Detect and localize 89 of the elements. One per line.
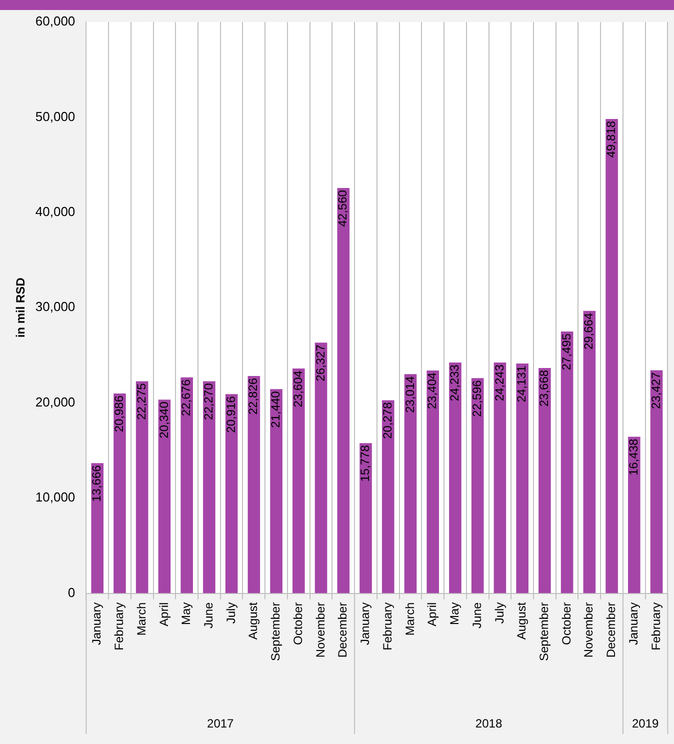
bar: [180, 377, 193, 594]
y-tick-label: 60,000: [35, 14, 76, 29]
y-tick-label: 30,000: [35, 299, 76, 314]
bar: [114, 393, 126, 594]
data-label: 22,826: [246, 378, 260, 415]
bar: [270, 389, 282, 594]
data-label: 29,664: [582, 312, 596, 350]
x-tick-label: February: [380, 602, 394, 650]
data-label: 20,340: [156, 401, 171, 438]
x-tick-label: May: [179, 602, 194, 625]
x-tick-label: April: [425, 602, 440, 626]
x-tick-label: January: [358, 602, 372, 646]
bar: [494, 362, 506, 594]
text: 2018: [475, 716, 502, 730]
bar: [136, 381, 148, 594]
bar: [314, 342, 328, 594]
data-label: 23,014: [402, 376, 417, 413]
data-label: 24,243: [492, 364, 506, 402]
x-tick-label: August: [246, 602, 260, 640]
bar: [426, 370, 440, 594]
bar: [471, 378, 484, 594]
bar: [404, 374, 417, 594]
data-label: 23,404: [425, 372, 440, 410]
x-tick-label: October: [559, 602, 574, 645]
data-label: 20,986: [112, 395, 126, 432]
x-tick-label: January: [626, 602, 640, 646]
bar: [91, 463, 104, 594]
bar: [337, 188, 350, 594]
data-label: 23,668: [537, 370, 551, 407]
data-label: 23,427: [648, 372, 663, 409]
text: 2019: [632, 716, 660, 730]
bar: [203, 381, 216, 594]
bar: [225, 394, 238, 594]
x-tick-label: January: [90, 602, 104, 646]
bar: [560, 332, 574, 594]
bar: [516, 364, 528, 594]
x-tick-label: February: [112, 602, 126, 650]
data-label: 42,560: [336, 190, 350, 227]
bar: [449, 362, 462, 594]
data-label: 22,596: [470, 380, 484, 417]
x-tick-label: August: [514, 602, 529, 640]
y-tick-label: 40,000: [35, 204, 76, 220]
bar: [628, 436, 640, 594]
data-label: 22,270: [201, 382, 216, 420]
x-tick-label: September: [537, 602, 551, 662]
x-tick-label: June: [201, 602, 216, 628]
y-tick-label: 20,000: [35, 394, 76, 410]
bar: [292, 368, 305, 594]
x-tick-label: July: [492, 602, 506, 624]
data-label: 13,666: [90, 464, 104, 502]
bar: [158, 400, 171, 594]
data-label: 24,131: [514, 365, 529, 402]
bar: [538, 368, 551, 594]
bar: [360, 443, 372, 594]
data-label: 15,778: [358, 444, 372, 482]
x-tick-label: December: [604, 602, 618, 658]
x-tick-label: March: [402, 602, 417, 636]
x-tick-label: November: [582, 602, 596, 658]
data-label: 22,275: [134, 382, 148, 420]
bar: [583, 310, 596, 594]
data-label: 23,604: [290, 370, 305, 408]
y-axis-title: in mil RSD: [14, 277, 28, 338]
x-tick-label: September: [268, 602, 283, 662]
data-label: 21,440: [268, 390, 283, 428]
x-tick-label: March: [134, 602, 148, 636]
y-tick-label: 0: [68, 584, 76, 600]
x-tick-label: April: [156, 602, 171, 626]
x-tick-label: December: [336, 602, 350, 658]
data-label: 20,916: [224, 396, 238, 433]
data-label: 16,438: [626, 438, 640, 476]
y-tick-label: 50,000: [35, 108, 76, 124]
bar: [650, 370, 663, 594]
x-tick-label: November: [313, 602, 328, 658]
x-tick-label: May: [448, 602, 462, 625]
x-tick-label: June: [470, 602, 484, 628]
data-label: 49,818: [604, 120, 618, 158]
data-label: 26,327: [313, 344, 328, 382]
x-tick-label: October: [290, 602, 305, 645]
bar: [248, 376, 260, 594]
text: 2017: [207, 716, 234, 730]
data-label: 20,278: [380, 402, 394, 439]
data-label: 27,495: [559, 333, 574, 370]
x-tick-label: February: [648, 602, 663, 650]
data-label: 24,233: [448, 364, 462, 402]
bar: [382, 400, 394, 594]
y-tick-label: 10,000: [35, 490, 76, 505]
x-tick-label: July: [224, 602, 238, 624]
bar: [606, 118, 618, 594]
data-label: 22,676: [179, 379, 194, 416]
